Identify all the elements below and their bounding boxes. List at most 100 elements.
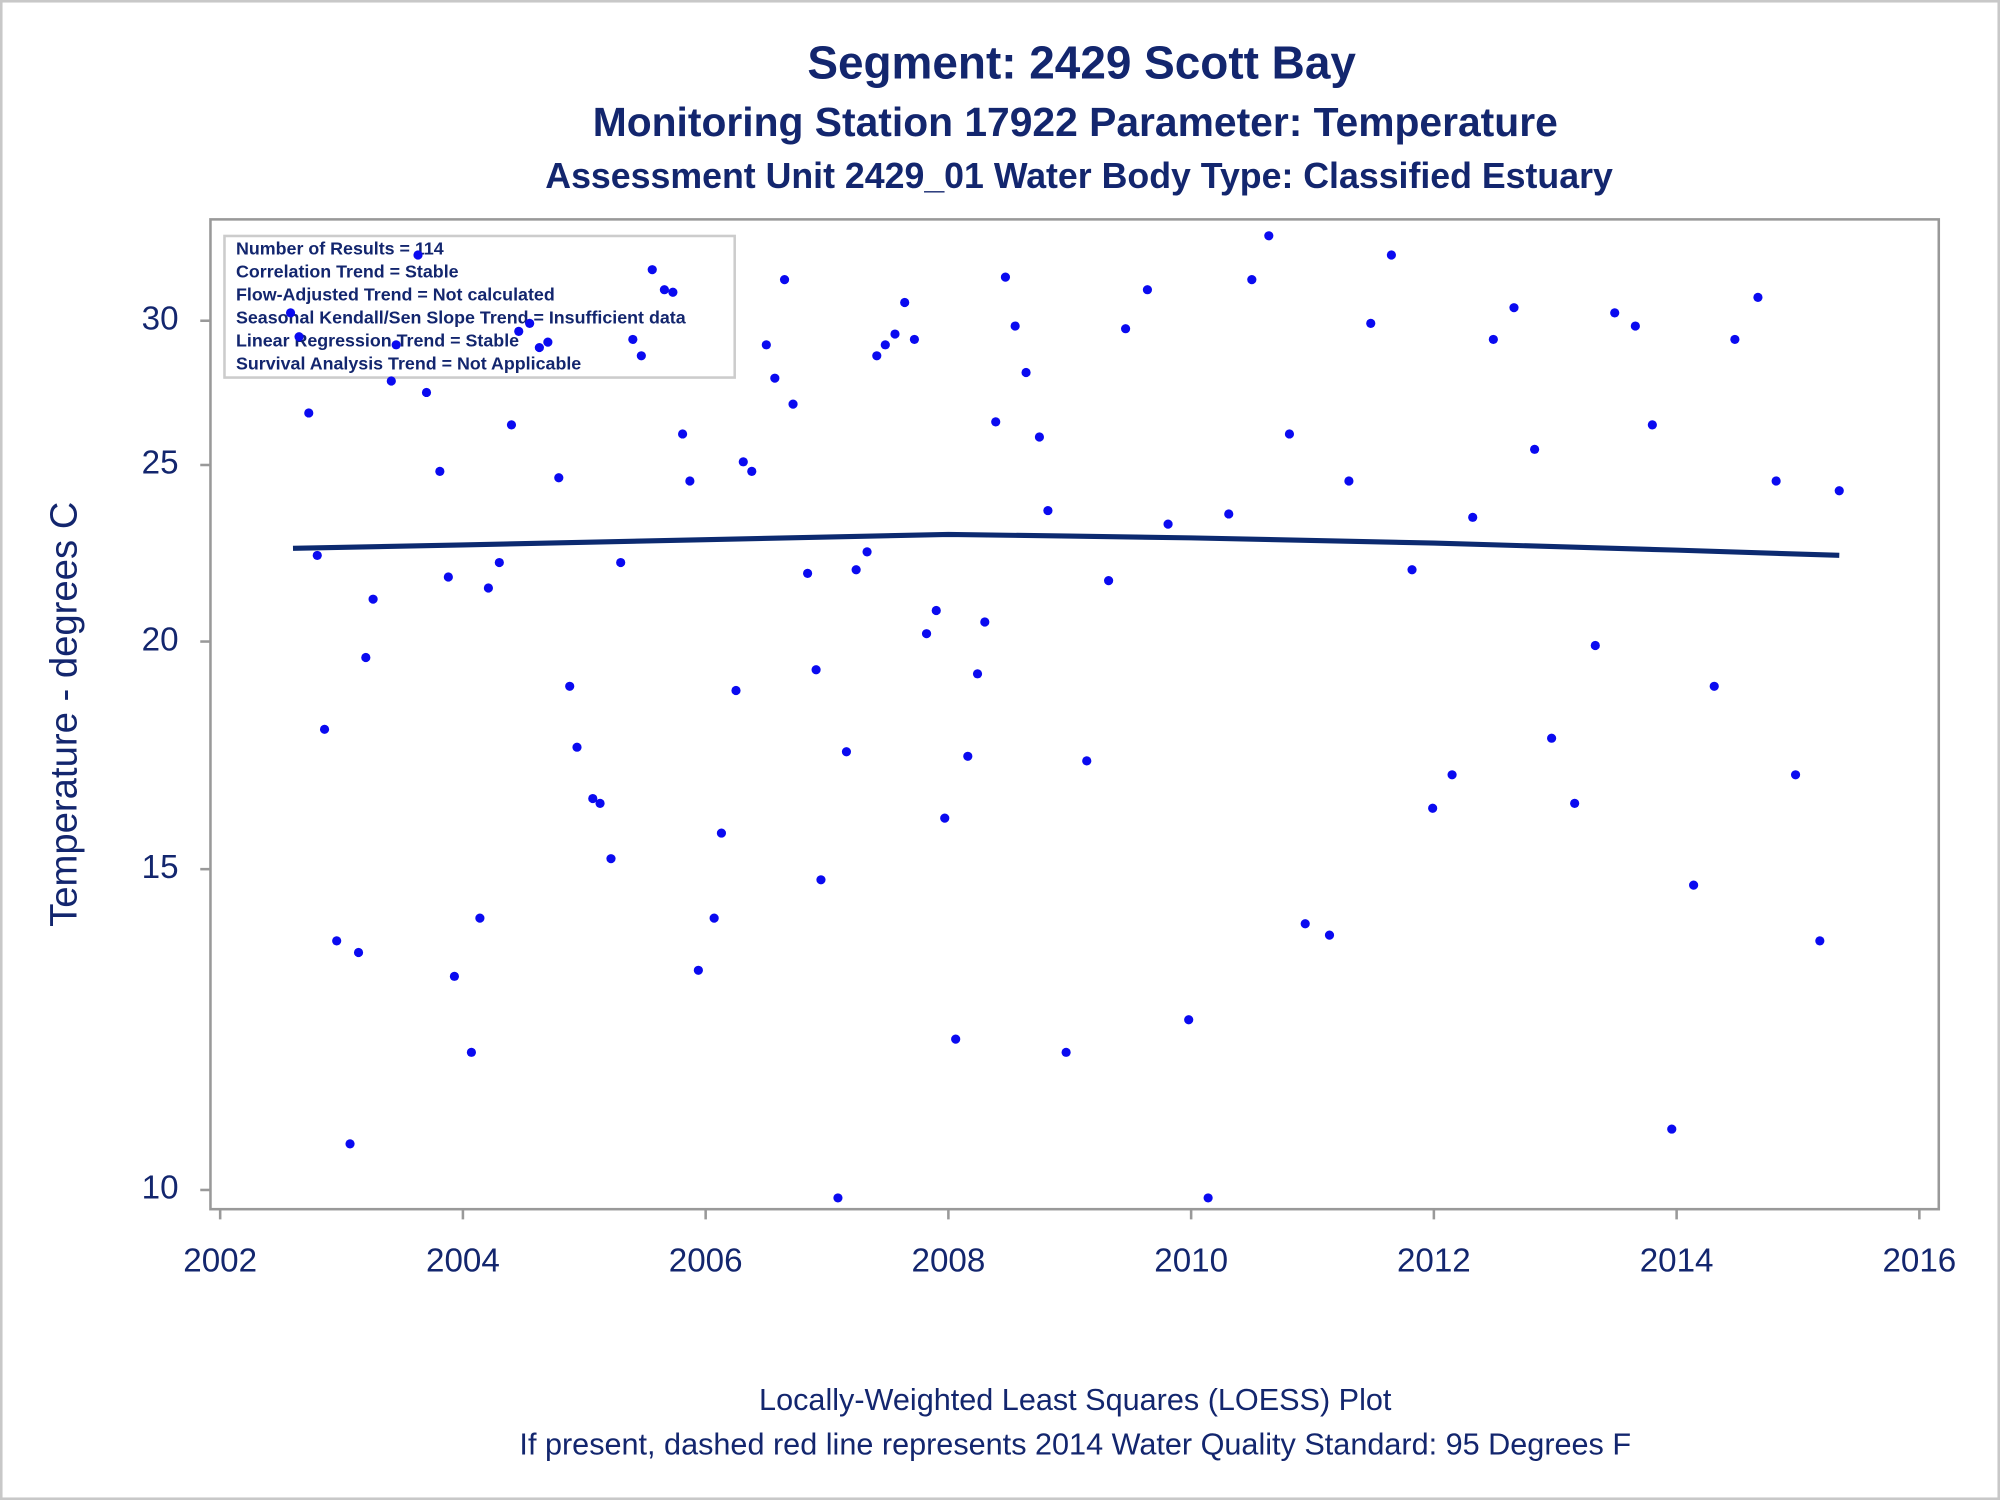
data-point xyxy=(494,557,504,568)
x-tick-label: 2006 xyxy=(669,1243,743,1280)
data-point xyxy=(1709,681,1719,691)
data-point xyxy=(514,326,524,336)
data-point xyxy=(811,665,821,675)
data-point xyxy=(543,337,553,347)
data-point xyxy=(931,605,941,616)
y-axis-label: Temperature - degrees C xyxy=(42,502,85,927)
data-point xyxy=(304,408,314,418)
data-point xyxy=(1834,486,1844,496)
data-point xyxy=(963,751,973,761)
data-point xyxy=(525,318,535,328)
x-tick-label: 2016 xyxy=(1882,1243,1956,1280)
data-point xyxy=(435,466,445,476)
stats-box xyxy=(223,234,736,379)
stats-line: Survival Analysis Trend = Not Applicable xyxy=(236,354,581,374)
y-tick-label: 30 xyxy=(142,301,179,338)
stats-line: Correlation Trend = Stable xyxy=(236,262,459,282)
data-point xyxy=(1203,1193,1213,1203)
data-point xyxy=(391,340,401,350)
data-point xyxy=(1630,321,1640,331)
stats-line: Linear Regression Trend = Stable xyxy=(236,331,519,351)
x-tick-label: 2008 xyxy=(912,1243,986,1280)
data-point xyxy=(616,557,626,568)
data-point xyxy=(565,681,575,691)
chart-subtitle: Assessment Unit 2429_01 Water Body Type:… xyxy=(545,156,1613,196)
data-point xyxy=(1815,936,1825,946)
data-point xyxy=(1043,505,1053,516)
stats-line: Seasonal Kendall/Sen Slope Trend = Insuf… xyxy=(236,308,687,328)
footnote: If present, dashed red line represents 2… xyxy=(519,1428,1631,1462)
data-point xyxy=(1082,756,1092,766)
data-point xyxy=(872,351,882,361)
data-point xyxy=(636,351,646,361)
data-point xyxy=(880,340,890,350)
data-point xyxy=(1407,565,1417,575)
data-point xyxy=(483,583,493,593)
data-point xyxy=(647,265,657,275)
data-point xyxy=(709,913,719,923)
data-point xyxy=(1647,420,1657,430)
data-point xyxy=(449,971,460,981)
data-point xyxy=(361,652,371,663)
data-point xyxy=(312,550,322,561)
y-tick-label: 25 xyxy=(142,445,179,482)
data-point xyxy=(659,285,669,295)
data-point xyxy=(1689,880,1699,890)
data-point xyxy=(900,297,910,308)
data-point xyxy=(668,287,678,297)
chart-title: Segment: 2429 Scott Bay xyxy=(807,36,1356,88)
data-point xyxy=(851,565,861,575)
data-point xyxy=(1530,444,1540,454)
data-point xyxy=(1142,285,1153,295)
chart-subtitle: Monitoring Station 17922 Parameter: Temp… xyxy=(593,99,1558,145)
data-point xyxy=(833,1193,843,1203)
data-point xyxy=(1428,803,1438,813)
data-point xyxy=(1010,321,1020,331)
data-point xyxy=(1547,733,1557,743)
data-point xyxy=(788,399,798,409)
data-point xyxy=(909,334,920,345)
data-point xyxy=(1104,576,1114,586)
data-point xyxy=(1224,509,1234,519)
y-tick-label: 15 xyxy=(142,849,179,886)
data-point xyxy=(1488,334,1498,345)
data-point xyxy=(731,685,741,696)
data-point xyxy=(368,594,378,604)
data-point xyxy=(841,747,852,757)
data-point xyxy=(606,854,616,864)
data-point xyxy=(991,417,1001,427)
data-point xyxy=(1284,429,1295,439)
data-point xyxy=(1000,272,1011,282)
data-point xyxy=(1667,1124,1677,1134)
data-point xyxy=(534,342,544,353)
y-tick-label: 20 xyxy=(142,621,179,658)
x-tick-label: 2010 xyxy=(1154,1243,1228,1280)
data-point xyxy=(921,629,932,639)
data-point xyxy=(294,332,304,342)
data-point xyxy=(1021,367,1031,378)
data-point xyxy=(1790,770,1801,780)
data-point xyxy=(319,724,330,734)
data-point xyxy=(413,250,423,260)
data-point xyxy=(506,420,517,430)
data-point xyxy=(738,457,748,467)
data-point xyxy=(1247,275,1257,285)
data-point xyxy=(1610,308,1620,318)
data-point xyxy=(1386,250,1396,260)
data-point xyxy=(1034,432,1045,442)
data-point xyxy=(890,329,900,339)
data-point xyxy=(1264,231,1274,241)
data-point xyxy=(816,875,826,885)
data-point xyxy=(693,965,703,975)
data-point xyxy=(353,947,364,958)
data-point xyxy=(285,308,296,318)
data-point xyxy=(443,572,453,582)
data-point xyxy=(1324,930,1335,940)
data-point xyxy=(677,429,688,439)
data-point xyxy=(951,1034,961,1044)
data-point xyxy=(862,547,872,557)
data-point xyxy=(466,1047,476,1057)
data-point xyxy=(1447,770,1457,780)
y-tick-label: 10 xyxy=(142,1170,179,1207)
